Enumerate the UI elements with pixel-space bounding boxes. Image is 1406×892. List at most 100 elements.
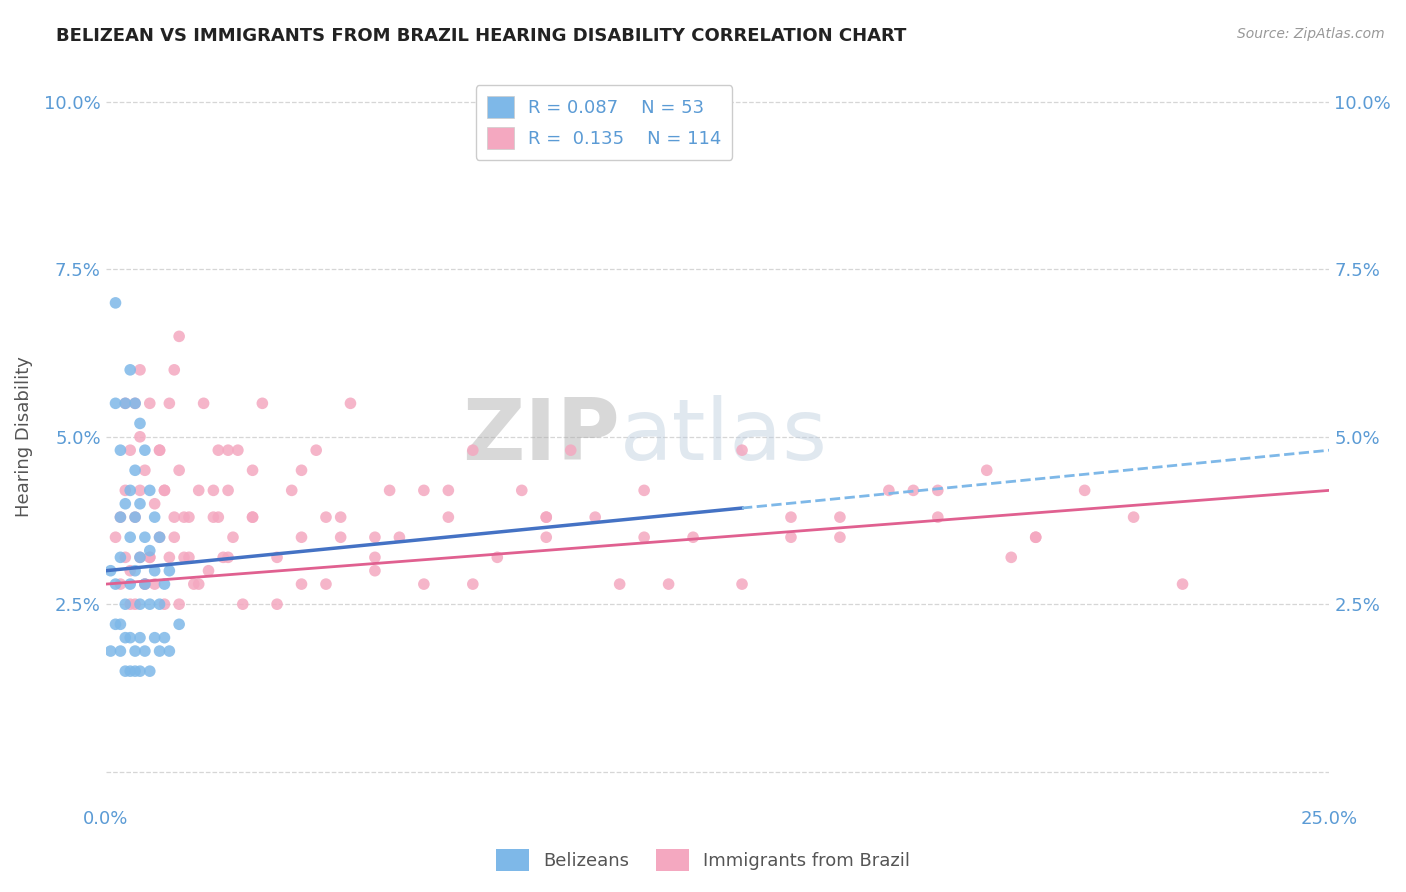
Point xyxy=(633,530,655,544)
Point xyxy=(167,329,190,343)
Point xyxy=(364,530,387,544)
Point xyxy=(139,396,162,410)
Point xyxy=(163,530,186,544)
Point xyxy=(157,550,180,565)
Point xyxy=(114,550,136,565)
Text: BELIZEAN VS IMMIGRANTS FROM BRAZIL HEARING DISABILITY CORRELATION CHART: BELIZEAN VS IMMIGRANTS FROM BRAZIL HEARI… xyxy=(56,27,907,45)
Point xyxy=(486,550,509,565)
Point xyxy=(461,577,484,591)
Point xyxy=(173,550,195,565)
Point xyxy=(124,510,146,524)
Point xyxy=(134,443,156,458)
Point xyxy=(560,443,582,458)
Point xyxy=(143,510,166,524)
Point xyxy=(110,550,132,565)
Point xyxy=(114,664,136,678)
Point xyxy=(148,644,170,658)
Point xyxy=(305,443,328,458)
Point xyxy=(633,483,655,498)
Point xyxy=(143,564,166,578)
Point xyxy=(658,577,681,591)
Point xyxy=(290,577,312,591)
Point xyxy=(828,510,851,524)
Point xyxy=(329,510,352,524)
Point xyxy=(143,577,166,591)
Point xyxy=(129,550,152,565)
Point xyxy=(129,497,152,511)
Point xyxy=(437,483,460,498)
Point xyxy=(583,510,606,524)
Point xyxy=(780,530,803,544)
Point xyxy=(266,597,288,611)
Point xyxy=(153,577,176,591)
Point xyxy=(153,631,176,645)
Point xyxy=(163,363,186,377)
Point xyxy=(153,597,176,611)
Point xyxy=(682,530,704,544)
Point xyxy=(124,510,146,524)
Point xyxy=(114,497,136,511)
Point xyxy=(157,644,180,658)
Point xyxy=(110,510,132,524)
Point xyxy=(461,443,484,458)
Point xyxy=(242,510,264,524)
Point xyxy=(139,483,162,498)
Point xyxy=(143,631,166,645)
Point xyxy=(120,577,142,591)
Point xyxy=(412,577,434,591)
Point xyxy=(129,597,152,611)
Point xyxy=(437,510,460,524)
Point xyxy=(167,617,190,632)
Point xyxy=(124,463,146,477)
Point xyxy=(212,550,235,565)
Point xyxy=(110,577,132,591)
Point xyxy=(148,530,170,544)
Point xyxy=(364,564,387,578)
Point xyxy=(110,510,132,524)
Point xyxy=(120,363,142,377)
Point xyxy=(148,530,170,544)
Text: ZIP: ZIP xyxy=(463,395,620,478)
Point xyxy=(100,644,122,658)
Point xyxy=(124,396,146,410)
Point xyxy=(1171,577,1194,591)
Point xyxy=(167,463,190,477)
Point xyxy=(536,510,558,524)
Text: Source: ZipAtlas.com: Source: ZipAtlas.com xyxy=(1237,27,1385,41)
Point xyxy=(187,577,209,591)
Point xyxy=(153,483,176,498)
Point xyxy=(193,396,215,410)
Point xyxy=(163,510,186,524)
Point xyxy=(120,664,142,678)
Point xyxy=(222,530,245,544)
Point xyxy=(110,644,132,658)
Point xyxy=(202,510,225,524)
Point xyxy=(139,550,162,565)
Point xyxy=(139,550,162,565)
Point xyxy=(315,577,337,591)
Point xyxy=(173,510,195,524)
Point xyxy=(731,577,754,591)
Point xyxy=(129,631,152,645)
Point xyxy=(129,664,152,678)
Point xyxy=(217,483,239,498)
Point xyxy=(134,577,156,591)
Point xyxy=(148,443,170,458)
Point xyxy=(100,564,122,578)
Point xyxy=(187,483,209,498)
Point xyxy=(207,510,229,524)
Point xyxy=(120,443,142,458)
Point xyxy=(139,543,162,558)
Point xyxy=(877,483,900,498)
Point xyxy=(197,564,219,578)
Point xyxy=(143,497,166,511)
Point xyxy=(104,530,127,544)
Legend: Belizeans, Immigrants from Brazil: Belizeans, Immigrants from Brazil xyxy=(489,842,917,879)
Point xyxy=(1025,530,1047,544)
Point xyxy=(927,510,949,524)
Point xyxy=(129,417,152,431)
Point xyxy=(927,483,949,498)
Point xyxy=(134,463,156,477)
Point xyxy=(242,463,264,477)
Point xyxy=(110,443,132,458)
